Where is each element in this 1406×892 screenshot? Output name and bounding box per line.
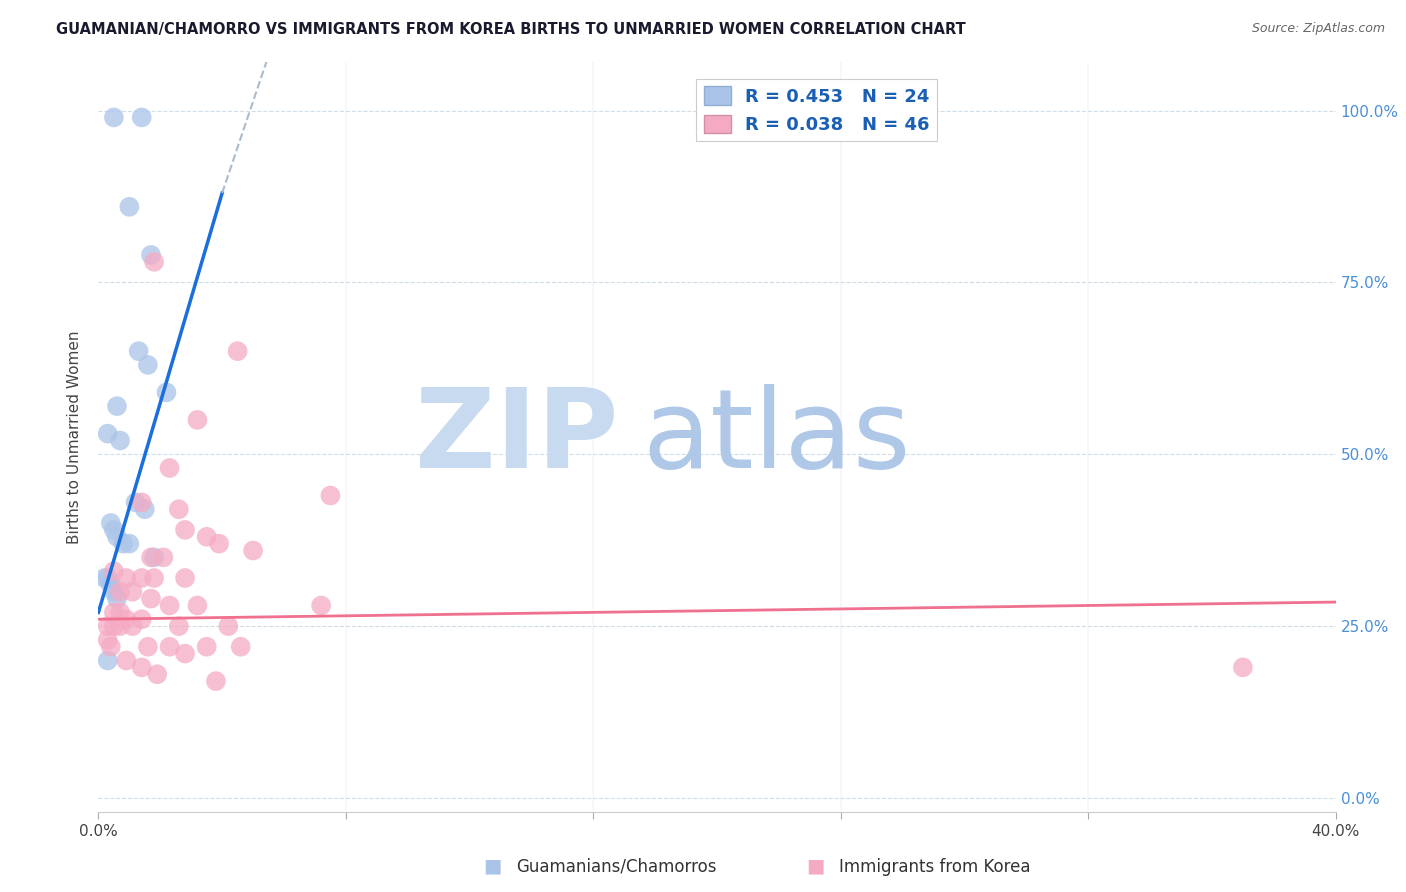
Point xyxy=(105,399,128,413)
Point xyxy=(103,619,125,633)
Point xyxy=(103,606,125,620)
Point xyxy=(131,111,153,125)
Point xyxy=(105,591,128,606)
Point xyxy=(217,619,239,633)
Point xyxy=(131,612,153,626)
Point xyxy=(309,599,332,613)
Point xyxy=(115,571,138,585)
Point xyxy=(226,344,249,359)
Y-axis label: Births to Unmarried Women: Births to Unmarried Women xyxy=(67,330,83,544)
Point xyxy=(146,667,169,681)
Text: ZIP: ZIP xyxy=(415,384,619,491)
Text: GUAMANIAN/CHAMORRO VS IMMIGRANTS FROM KOREA BIRTHS TO UNMARRIED WOMEN CORRELATIO: GUAMANIAN/CHAMORRO VS IMMIGRANTS FROM KO… xyxy=(56,22,966,37)
Point xyxy=(108,619,131,633)
Point xyxy=(103,111,125,125)
Point xyxy=(118,536,141,550)
Point xyxy=(229,640,252,654)
Point xyxy=(155,385,177,400)
Point xyxy=(134,502,156,516)
Legend: R = 0.453   N = 24, R = 0.038   N = 46: R = 0.453 N = 24, R = 0.038 N = 46 xyxy=(696,79,936,141)
Point xyxy=(100,640,122,654)
Point xyxy=(143,254,166,268)
Point xyxy=(97,653,120,667)
Text: Source: ZipAtlas.com: Source: ZipAtlas.com xyxy=(1251,22,1385,36)
Point xyxy=(139,591,162,606)
Point xyxy=(174,647,197,661)
Point xyxy=(112,536,135,550)
Point xyxy=(124,495,146,509)
Point xyxy=(93,571,115,585)
Text: ■: ■ xyxy=(482,857,502,876)
Point xyxy=(97,619,120,633)
Point xyxy=(131,660,153,674)
Point xyxy=(97,426,120,441)
Point xyxy=(108,434,131,448)
Point xyxy=(97,571,120,585)
Text: atlas: atlas xyxy=(643,384,911,491)
Point xyxy=(152,550,174,565)
Point xyxy=(118,200,141,214)
Point xyxy=(136,640,159,654)
Point xyxy=(208,536,231,550)
Point xyxy=(131,571,153,585)
Point xyxy=(139,550,162,565)
Point xyxy=(115,612,138,626)
Point xyxy=(319,489,342,503)
Point xyxy=(174,571,197,585)
Point xyxy=(1232,660,1254,674)
Point xyxy=(103,523,125,537)
Point xyxy=(143,571,166,585)
Point xyxy=(108,606,131,620)
Point xyxy=(121,619,143,633)
Text: Guamanians/Chamorros: Guamanians/Chamorros xyxy=(516,858,717,876)
Point xyxy=(174,523,197,537)
Point xyxy=(186,599,208,613)
Point xyxy=(143,550,166,565)
Point xyxy=(205,674,228,689)
Point xyxy=(105,530,128,544)
Point xyxy=(100,516,122,530)
Point xyxy=(97,632,120,647)
Point xyxy=(131,495,153,509)
Point xyxy=(167,619,190,633)
Point xyxy=(100,578,122,592)
Point xyxy=(139,248,162,262)
Point xyxy=(159,461,181,475)
Point xyxy=(136,358,159,372)
Point xyxy=(167,502,190,516)
Point xyxy=(115,653,138,667)
Point xyxy=(195,640,218,654)
Point xyxy=(159,599,181,613)
Point xyxy=(121,584,143,599)
Point xyxy=(159,640,181,654)
Point xyxy=(186,413,208,427)
Text: ■: ■ xyxy=(806,857,825,876)
Text: Immigrants from Korea: Immigrants from Korea xyxy=(839,858,1031,876)
Point xyxy=(195,530,218,544)
Point xyxy=(108,584,131,599)
Point xyxy=(128,344,150,359)
Point xyxy=(103,564,125,578)
Point xyxy=(242,543,264,558)
Point xyxy=(103,584,125,599)
